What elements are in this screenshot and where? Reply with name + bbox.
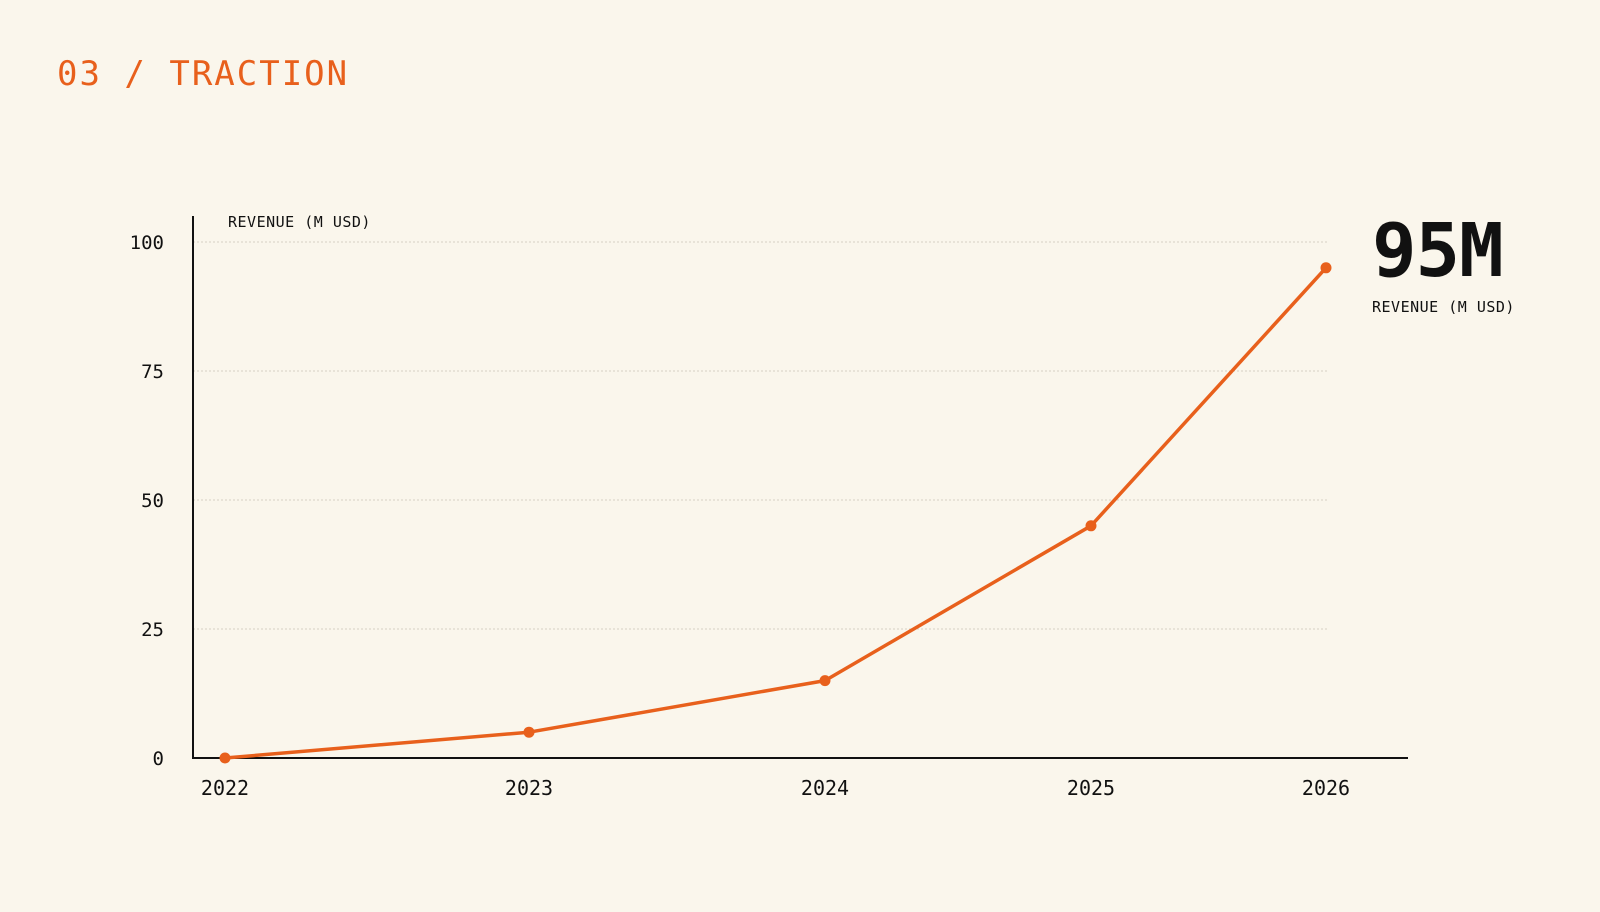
- y-tick-label: 100: [130, 232, 164, 254]
- section-title: 03 / TRACTION: [57, 54, 350, 94]
- data-point: [523, 726, 535, 738]
- y-axis-label: REVENUE (M USD): [228, 213, 371, 231]
- x-tick-label: 2024: [801, 776, 849, 800]
- data-point: [219, 752, 231, 764]
- x-tick-label: 2025: [1067, 776, 1115, 800]
- kpi-value: 95M: [1372, 208, 1504, 294]
- kpi-label: REVENUE (M USD): [1372, 298, 1515, 316]
- series-line: [223, 266, 1328, 760]
- kpi-callout: 95M REVENUE (M USD): [1372, 214, 1515, 316]
- data-point: [819, 675, 831, 687]
- data-point: [1320, 262, 1332, 274]
- y-tick-label: 0: [153, 748, 164, 770]
- y-tick-label: 25: [141, 619, 164, 641]
- x-tick-label: 2026: [1302, 776, 1350, 800]
- x-tick-label: 2023: [505, 776, 553, 800]
- data-point: [1085, 520, 1097, 532]
- y-tick-label: 75: [141, 361, 164, 383]
- y-tick-label: 50: [141, 490, 164, 512]
- x-tick-label: 2022: [201, 776, 249, 800]
